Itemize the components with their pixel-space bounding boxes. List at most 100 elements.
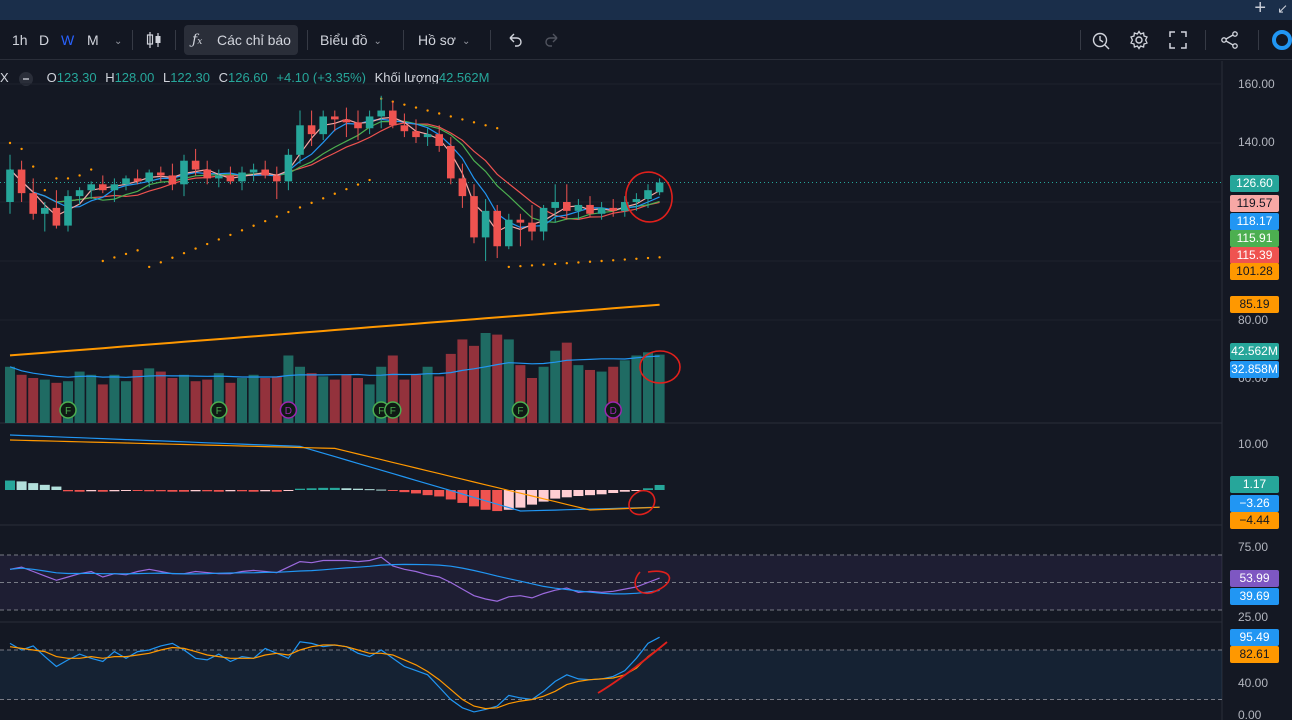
volume-bar (561, 342, 572, 423)
close-label: C (218, 70, 228, 85)
sar-dot (229, 233, 232, 237)
interval-1h[interactable]: 1h (12, 32, 28, 48)
macd-histogram-bar (341, 488, 352, 490)
sar-dot (414, 106, 418, 109)
macd-histogram-bar (74, 490, 85, 492)
macd-histogram-bar (213, 490, 224, 492)
sar-dot (345, 187, 348, 191)
sar-dot (333, 192, 336, 195)
volume-bar (608, 366, 619, 423)
interval-w[interactable]: W (61, 32, 75, 48)
candlestick-type-icon[interactable] (144, 30, 164, 50)
add-tab-icon[interactable]: + (1254, 0, 1266, 19)
candle-body (539, 207, 548, 232)
sar-dot (449, 115, 452, 118)
sar-dot (252, 224, 255, 227)
sar-dot (55, 177, 58, 180)
volume-bar (225, 382, 236, 423)
volume-bar (376, 366, 387, 423)
candle-body (505, 219, 513, 247)
candle-body (261, 169, 269, 176)
undo-icon[interactable] (505, 30, 525, 50)
candle-body (586, 204, 594, 214)
volume-bar (318, 376, 329, 423)
event-marker-label: F (216, 406, 222, 417)
macd-histogram-bar (457, 490, 468, 503)
sar-dot (356, 183, 360, 186)
interval-dropdown[interactable]: ⌄ (108, 20, 122, 60)
long-ma-orange-line (9, 303, 660, 357)
volume-bar (28, 378, 39, 423)
volume-bar (86, 374, 97, 423)
ma-green-line (9, 120, 660, 223)
volume-label: Khối lượng (374, 70, 439, 85)
gear-icon[interactable] (1129, 30, 1149, 50)
high-value: 128.00 (114, 70, 155, 85)
chart-canvas[interactable]: F F D F F F D160.00140.0080.0060.0010.0075.002… (0, 61, 1292, 720)
interval-m[interactable]: M (87, 32, 99, 48)
sar-dot (391, 100, 394, 103)
macd-histogram-bar (190, 490, 201, 492)
alert-icon[interactable] (1091, 30, 1111, 50)
sar-dot (124, 252, 128, 256)
stoch-axis-label: 0.00 (1238, 708, 1262, 720)
sar-dot (322, 197, 325, 200)
volume-ma-line (9, 355, 660, 378)
volume-value-tag: 32.858M (1230, 361, 1279, 378)
fullscreen-icon[interactable] (1168, 30, 1188, 50)
volume-bar (538, 366, 549, 423)
volume-value: 42.562M (438, 70, 490, 85)
macd-histogram-bar (445, 490, 456, 500)
event-marker-f (59, 401, 77, 419)
symbol-name[interactable]: X (0, 70, 9, 85)
price-value-tag: 119.57 (1230, 195, 1279, 212)
candle-body (41, 207, 49, 214)
volume-bar (596, 371, 607, 423)
candle-body (481, 210, 490, 238)
redo-icon[interactable] (542, 30, 562, 50)
volume-bar (527, 378, 537, 423)
candle-body (597, 207, 606, 214)
high-label: H (105, 70, 115, 85)
resize-icon[interactable]: ↙ (1277, 1, 1288, 16)
volume-bar (654, 354, 665, 423)
sar-dot (182, 251, 186, 255)
stoch-d-line (9, 644, 660, 710)
indicators-button[interactable] (184, 25, 298, 55)
event-marker-label: F (517, 406, 523, 417)
price-value-tag: 115.91 (1230, 230, 1279, 247)
candle-body (354, 122, 362, 129)
profile-menu[interactable]: Hồ sơ ⌄ (418, 20, 470, 60)
candle-body (307, 125, 316, 135)
price-axis-label: 160.00 (1238, 77, 1275, 91)
event-marker-f (210, 401, 228, 419)
toolbar-divider (1205, 30, 1206, 50)
macd-histogram-bar (422, 490, 433, 496)
candle-body (284, 154, 293, 182)
annotation-circle (639, 350, 681, 384)
volume-bar (271, 376, 282, 423)
indicators-label[interactable]: Các chỉ báo (217, 32, 291, 48)
candle-body (122, 178, 130, 185)
candle-body (133, 178, 142, 182)
sar-dot (171, 256, 174, 259)
candle-body (99, 184, 107, 191)
volume-bar (353, 378, 363, 423)
macd-value-tag: −3.26 (1230, 495, 1279, 512)
sar-dot (310, 201, 313, 205)
chart-menu-label: Biểu đồ (320, 32, 368, 48)
macd-histogram-bar (550, 490, 561, 499)
chevron-down-icon: ⌄ (373, 36, 382, 47)
sar-dot (658, 256, 661, 259)
macd-histogram-bar (503, 490, 514, 510)
hide-eye-icon[interactable] (18, 71, 33, 86)
sar-dot (577, 261, 580, 264)
share-icon[interactable] (1220, 30, 1240, 50)
rsi-ma-line (9, 563, 660, 595)
chart-menu[interactable]: Biểu đồ ⌄ (320, 20, 382, 60)
volume-bar (341, 374, 352, 423)
macd-histogram-bar (97, 490, 108, 492)
volume-bar (469, 345, 479, 423)
ma-blue-line (9, 118, 660, 229)
interval-d[interactable]: D (39, 32, 50, 48)
